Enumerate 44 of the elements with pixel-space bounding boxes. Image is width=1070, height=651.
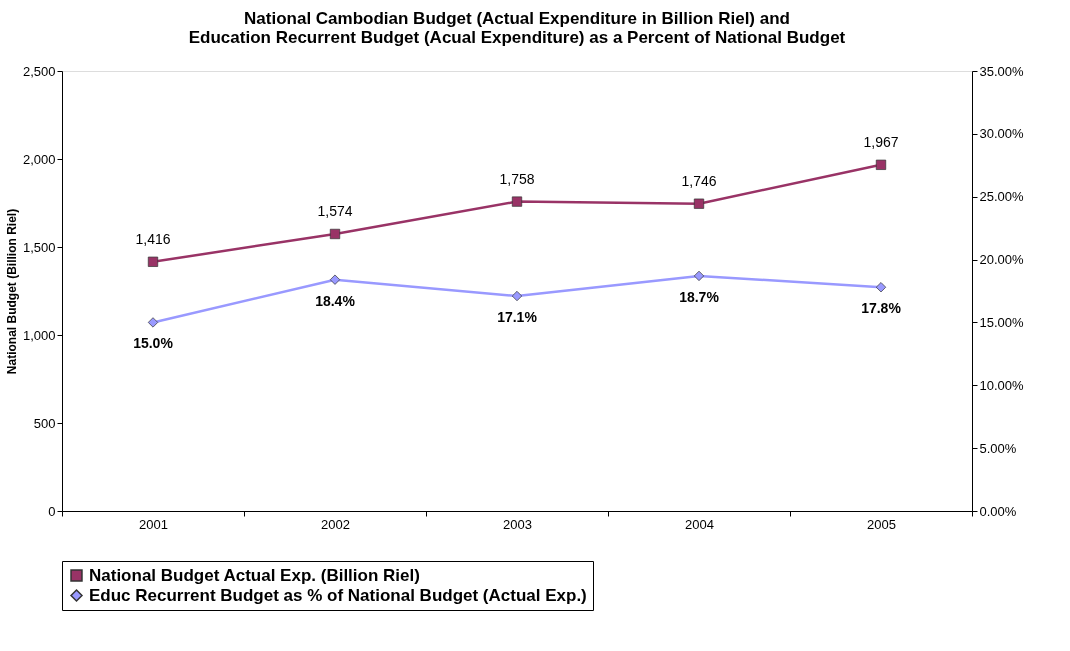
y2-tick-label: 25.00% [979,189,1025,205]
y2-tick-label: 15.00% [979,314,1025,330]
data-label: 18.7% [679,288,720,305]
point [147,256,159,267]
text: National Cambodian Budget (Actual Expenditure in Billion Riel) and [244,9,790,28]
data-label: 1,746 [681,172,717,189]
data-label: 17.1% [497,309,538,326]
y-tick-label: 2,000 [22,151,56,167]
point [693,198,705,209]
point [511,196,523,207]
point [875,159,887,170]
point [329,228,341,240]
y-tick-label: 500 [33,415,56,431]
legend-label: National Budget Actual Exp. (Billion Riel) [89,565,420,585]
point [875,282,887,293]
y-tick-label: 0 [48,503,56,519]
data-label: 17.8% [861,300,902,317]
x-tick-label: 2005 [867,516,896,532]
y2-tick-label: 30.00% [979,126,1025,142]
y2-tick-label: 0.00% [979,503,1017,519]
text: Education Recurrent Budget (Acual Expenditure) as a Percent of National Budget [188,28,846,47]
y2-tick-label: 10.00% [979,377,1025,393]
point [329,274,341,285]
x-tick-label: 2001 [139,516,168,532]
x-tick-label: 2003 [503,516,532,532]
y-tick-label: 1,500 [22,239,56,255]
y-tick-label: 1,000 [22,327,56,343]
data-label: 18.4% [315,292,356,309]
data-label: 1,574 [317,202,353,219]
point [511,290,523,302]
y-tick-label: 2,500 [22,63,56,79]
data-label: 1,967 [863,133,899,150]
legend-label: Educ Recurrent Budget as % of National Budget (Actual Exp.) [89,585,587,605]
point [147,317,159,328]
data-label: 15.0% [133,335,174,352]
y2-tick-label: 35.00% [979,63,1025,79]
y-axis-title: National Budget (Billion Riel) [4,208,19,375]
x-tick-label: 2004 [685,516,714,532]
y2-tick-label: 5.00% [979,440,1017,456]
x-tick-label: 2002 [321,516,350,532]
point [693,270,705,282]
data-label: 1,758 [499,170,535,187]
data-label: 1,416 [135,230,171,247]
y2-tick-label: 20.00% [979,252,1025,268]
